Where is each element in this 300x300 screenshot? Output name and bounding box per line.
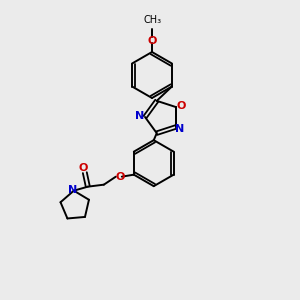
- Text: CH₃: CH₃: [144, 15, 162, 25]
- Text: N: N: [175, 124, 184, 134]
- Text: O: O: [147, 36, 157, 46]
- Text: N: N: [68, 185, 77, 195]
- Text: N: N: [135, 111, 145, 121]
- Text: O: O: [78, 163, 88, 173]
- Text: O: O: [176, 101, 185, 111]
- Text: O: O: [115, 172, 124, 182]
